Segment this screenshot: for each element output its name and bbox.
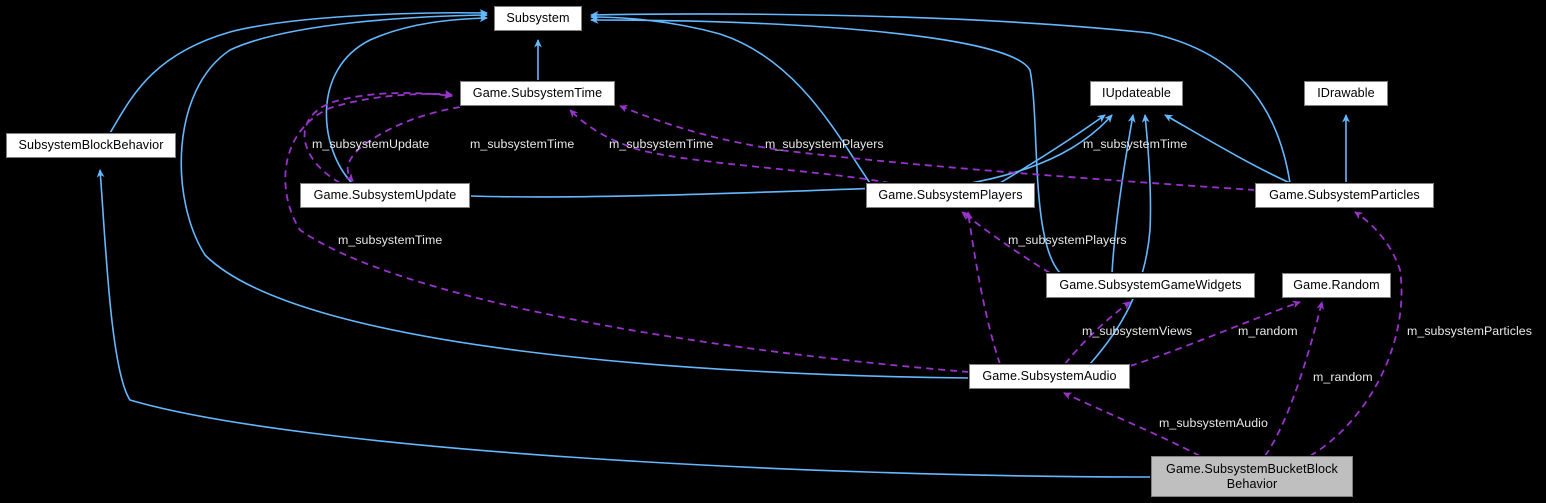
edge-label-m-subsystem-time-1: m_subsystemTime [470,137,575,151]
edge-label-m-subsystem-particles: m_subsystemParticles [1407,324,1532,338]
use-bucket-to-audio [1063,392,1201,457]
edge-audio-to-subsystem [180,11,970,379]
node-game-subsystem-bucket-block-behavior[interactable]: Game.SubsystemBucketBlock Behavior [1150,455,1354,498]
edge-particles-to-iupdateable [1164,114,1291,184]
edge-players-to-iupdateable [999,114,1106,184]
node-game-subsystem-players[interactable]: Game.SubsystemPlayers [865,182,1036,209]
node-game-subsystem-particles[interactable]: Game.SubsystemParticles [1254,182,1435,209]
use-time-to-update [345,106,461,182]
edge-label-m-subsystem-players-2: m_subsystemPlayers [1008,233,1127,247]
edge-label-m-subsystem-update: m_subsystemUpdate [312,137,430,151]
use-particles-to-time [619,105,1256,191]
edge-label-m-subsystem-audio: m_subsystemAudio [1159,416,1268,430]
use-audio-to-time [284,89,970,373]
node-game-subsystem-update[interactable]: Game.SubsystemUpdate [299,182,471,209]
edge-label-m-subsystem-time-4: m_subsystemTime [338,233,443,247]
edge-blockbehavior-to-subsystem [109,8,488,134]
edge-widgets-to-iupdateable [1111,114,1136,274]
edge-update-to-subsystem [325,14,488,184]
edge-players-to-subsystem [590,13,871,184]
edge-label-m-subsystem-views: m_subsystemViews [1082,324,1193,338]
edge-label-m-subsystem-players-1: m_subsystemPlayers [765,137,884,151]
node-subsystem[interactable]: Subsystem [493,5,583,32]
edge-label-m-random-2: m_random [1313,370,1373,384]
use-update-to-time [303,91,453,184]
node-subsystem-block-behavior[interactable]: SubsystemBlockBehavior [5,132,177,159]
node-iupdateable[interactable]: IUpdateable [1089,80,1184,107]
use-audio-to-random [1129,300,1301,367]
node-game-subsystem-game-widgets[interactable]: Game.SubsystemGameWidgets [1045,272,1256,299]
edge-bucket-to-blockbehavior [96,169,1152,478]
use-players-to-time [569,109,891,184]
edge-widgets-to-subsystem [590,16,1061,274]
node-game-random[interactable]: Game.Random [1281,272,1392,299]
node-game-subsystem-audio[interactable]: Game.SubsystemAudio [968,363,1131,390]
edge-label-m-subsystem-time-3: m_subsystemTime [1083,137,1188,151]
edge-particles-to-subsystem [590,10,1291,184]
node-idrawable[interactable]: IDrawable [1303,80,1389,107]
use-bucket-to-particles [1309,211,1403,457]
edge-label-m-random-1: m_random [1238,324,1298,338]
edge-label-m-subsystem-time-2: m_subsystemTime [609,137,714,151]
node-game-subsystem-time[interactable]: Game.SubsystemTime [459,80,616,107]
use-audio-to-players [965,211,1001,365]
edge-audio-to-iupdateable [1089,114,1152,365]
use-audio-to-widgets [1064,301,1131,365]
use-bucket-to-random [1264,301,1324,457]
usage-edges [284,89,1403,457]
